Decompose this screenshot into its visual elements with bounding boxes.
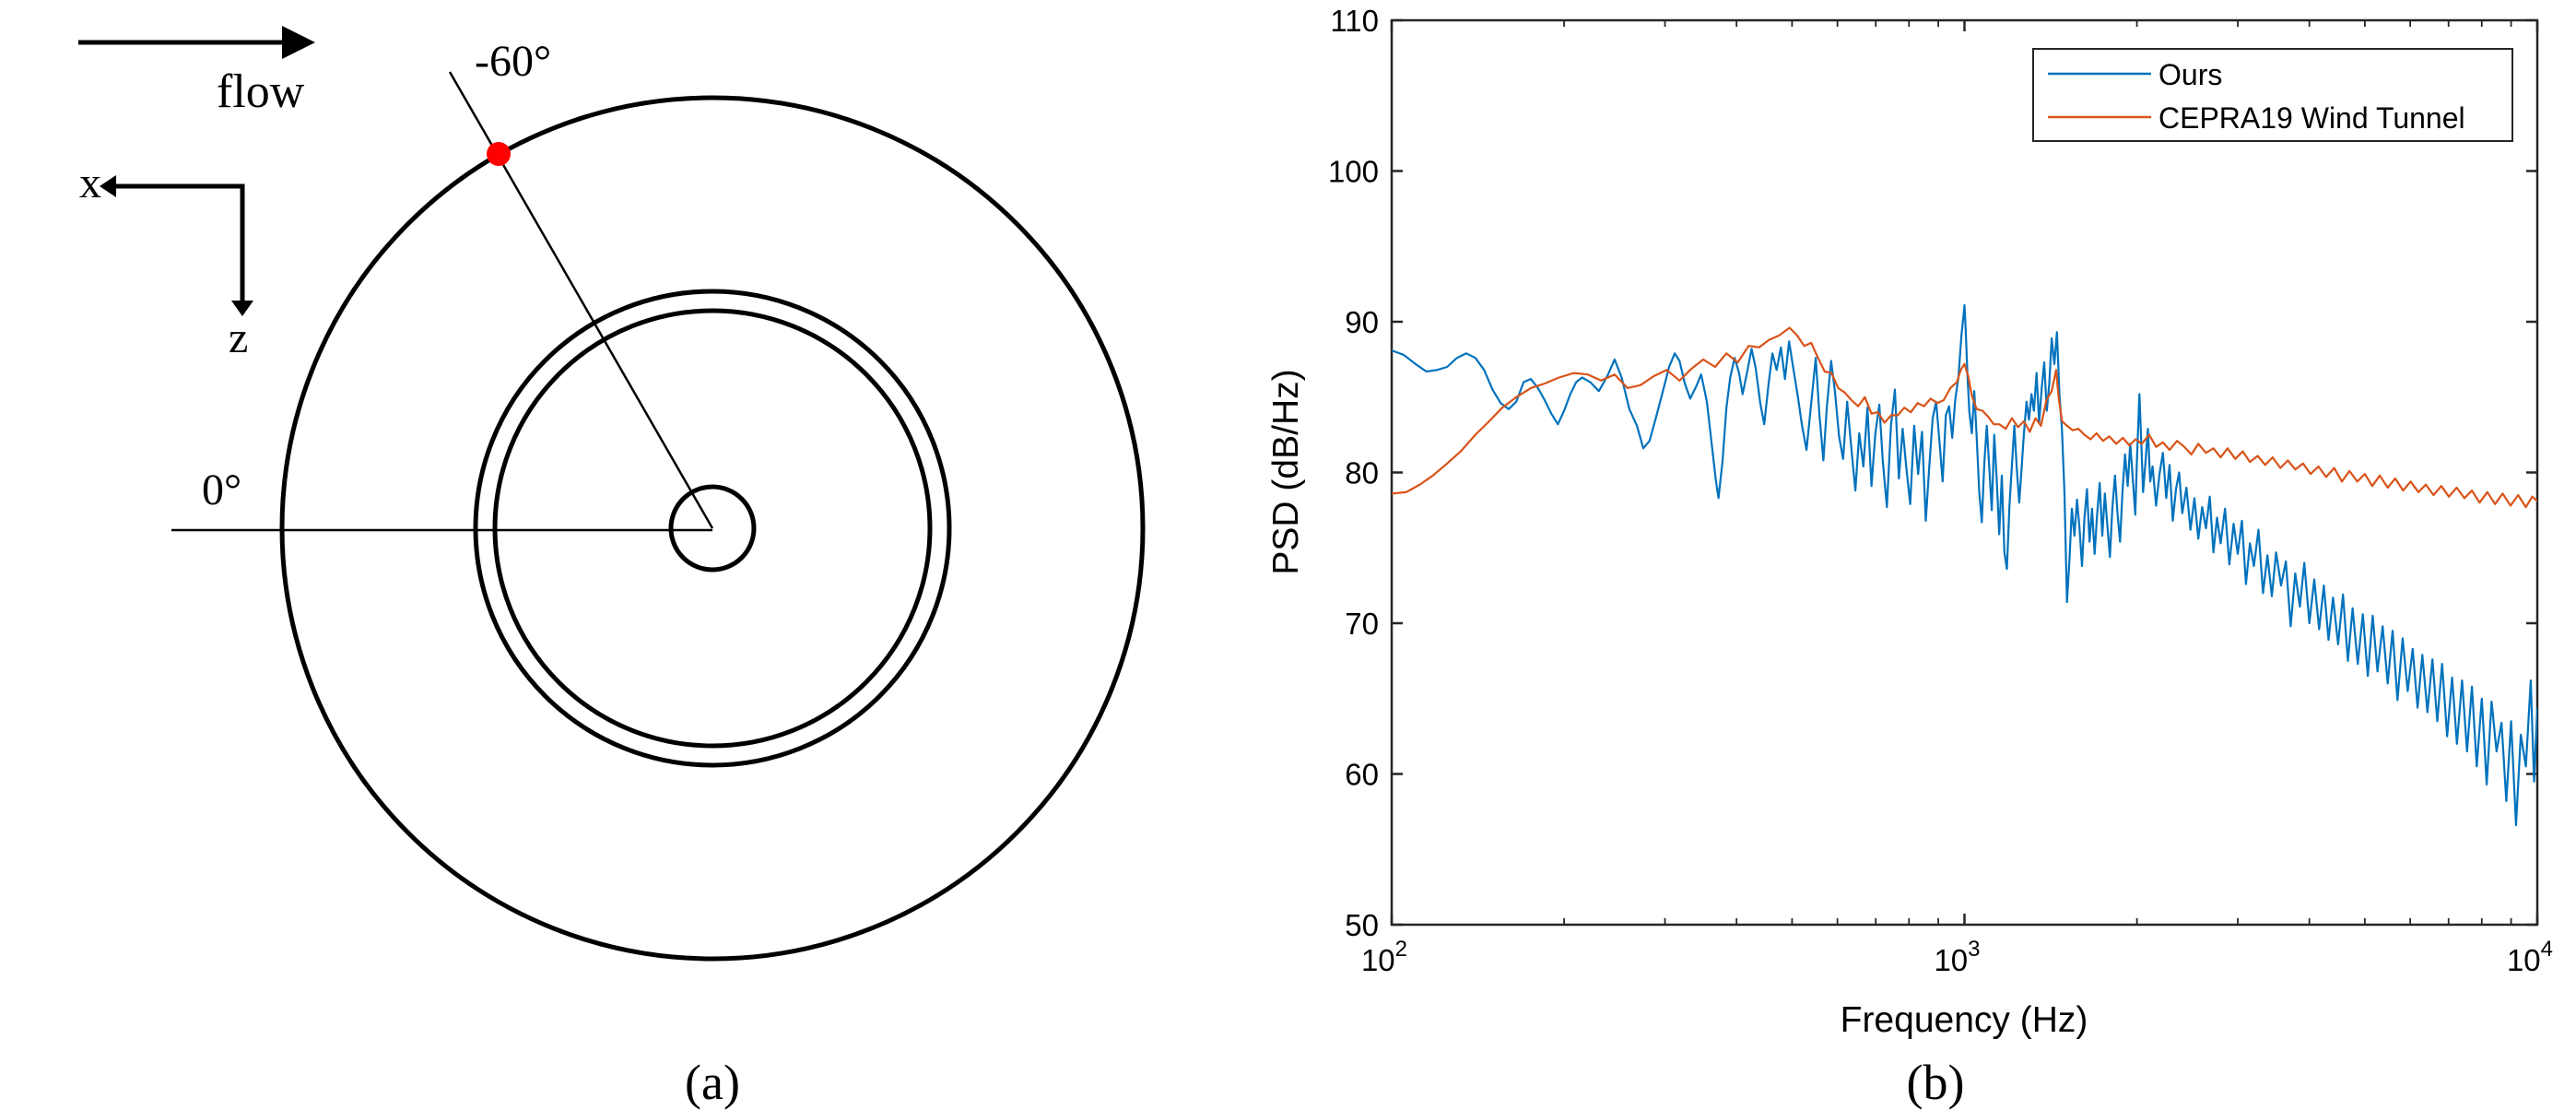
y-tick-label: 100: [1328, 155, 1379, 189]
axis-ticks: 50 60 70 80 90 100 110 102 103 104: [1328, 4, 2553, 977]
x-axis-title: Frequency (Hz): [1841, 1000, 2088, 1040]
y-tick-label: 80: [1345, 456, 1379, 490]
middle-circle-outer: [473, 289, 952, 768]
legend-label-ours: Ours: [2158, 58, 2222, 91]
sensor-marker: [487, 142, 511, 166]
z-arrow-head: [231, 301, 253, 316]
y-tick-label: 110: [1330, 4, 1379, 38]
middle-circle-inner: [492, 308, 933, 749]
z-axis-label: z: [229, 313, 248, 362]
plot-area: [1390, 18, 2539, 927]
panel-a: flow x z 0° -60° (a): [78, 26, 1146, 1110]
flow-arrow-head: [282, 26, 315, 59]
x-arrow-head: [100, 175, 116, 197]
x-tick-label: 102: [1361, 937, 1407, 977]
outer-circle: [279, 95, 1146, 962]
legend-label-cepra19: CEPRA19 Wind Tunnel: [2158, 101, 2465, 135]
y-tick-label: 70: [1345, 607, 1379, 641]
y-tick-label: 90: [1345, 305, 1379, 339]
y-axis-title: PSD (dB/Hz): [1266, 369, 1306, 574]
panel-b: 50 60 70 80 90 100 110 102 103 104 Ours CEPRA19 W…: [1266, 4, 2553, 1110]
x-tick-label: 103: [1934, 937, 1980, 977]
y-tick-label: 50: [1345, 908, 1379, 942]
x-z-axes: [115, 183, 245, 304]
flow-label: flow: [217, 65, 305, 118]
angle-zero-label: 0°: [202, 466, 241, 514]
series-line-ours: [1392, 303, 2537, 827]
y-tick-label: 60: [1345, 758, 1379, 792]
inner-circle: [668, 484, 757, 573]
series-line-cepra19: [1392, 326, 2537, 509]
x-tick-label: 104: [2507, 937, 2553, 977]
panel-a-caption: (a): [685, 1055, 740, 1110]
panel-b-caption: (b): [1907, 1055, 1965, 1110]
legend-box: [2032, 48, 2513, 142]
angle-neg60-label: -60°: [475, 37, 551, 86]
minus-60-degree-line: [448, 71, 714, 529]
series-layer: [1392, 303, 2537, 827]
x-axis-label: x: [79, 159, 101, 207]
legend: Ours CEPRA19 Wind Tunnel: [2032, 48, 2513, 142]
